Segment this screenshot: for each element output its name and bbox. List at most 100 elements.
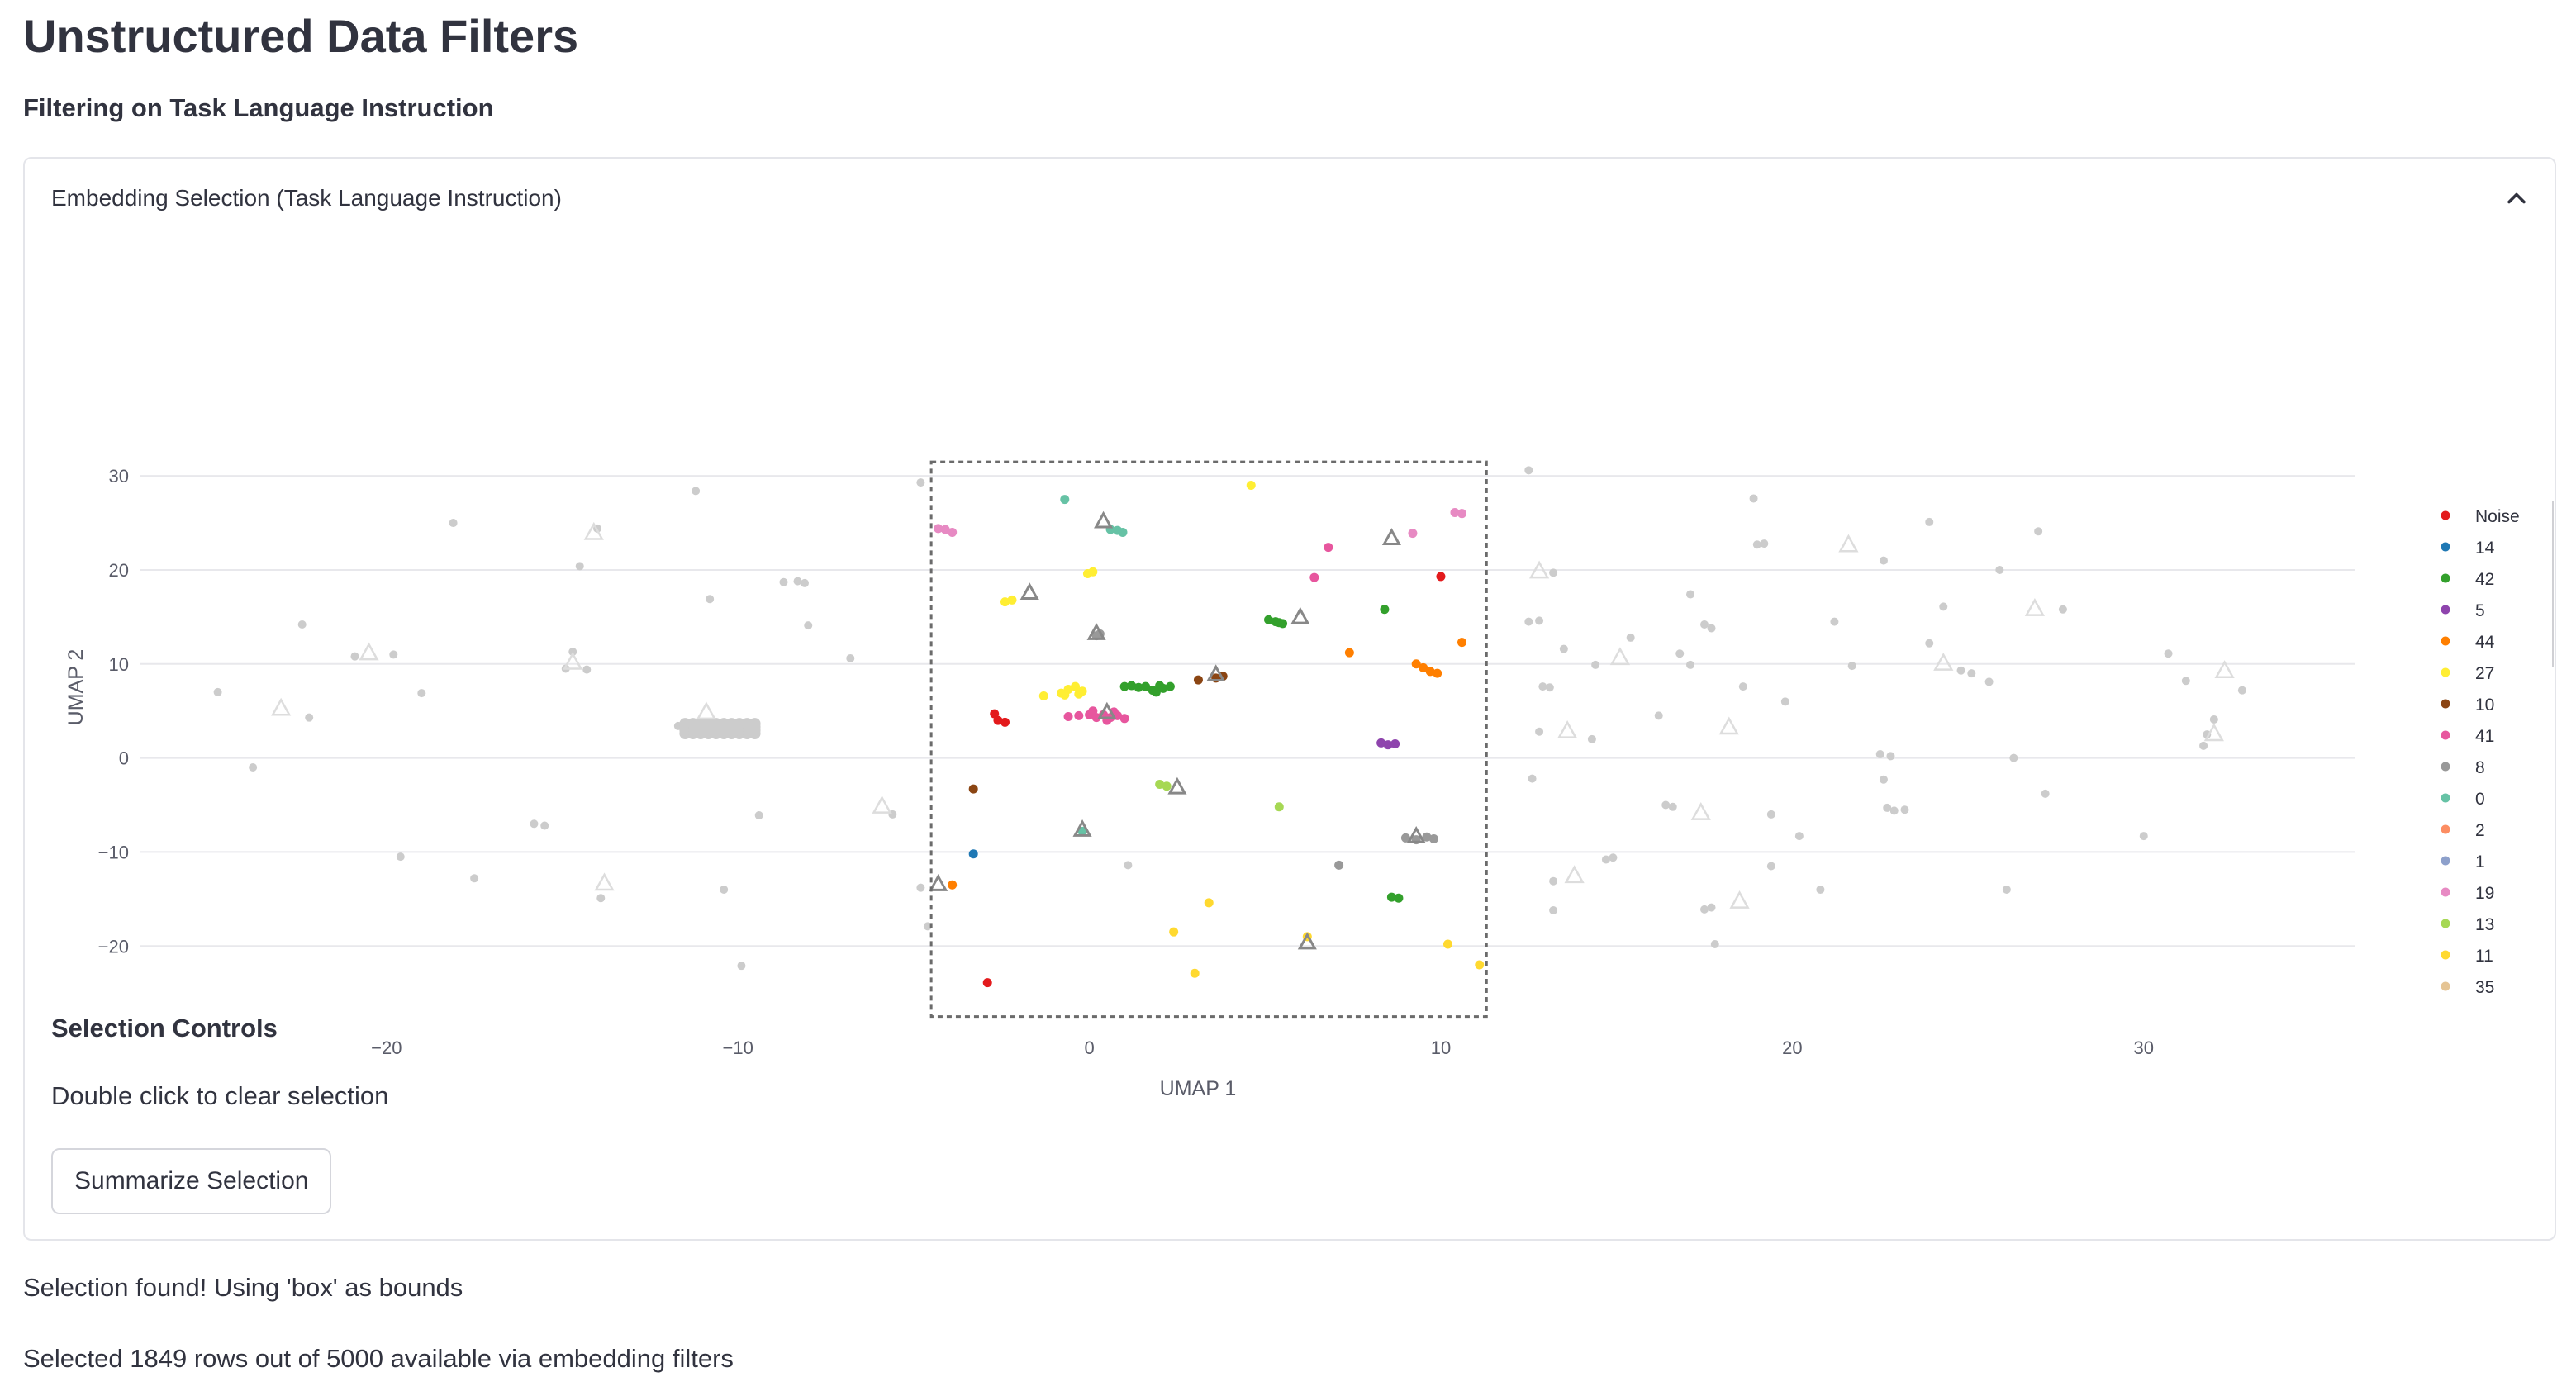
selected-point <box>940 525 950 534</box>
legend-label: 27 <box>2475 664 2494 683</box>
unselected-point <box>916 883 925 892</box>
selected-point <box>1457 638 1466 648</box>
selected-point <box>948 880 958 890</box>
legend-marker <box>2441 856 2450 866</box>
unselected-point <box>213 687 222 696</box>
selected-point <box>1127 681 1137 691</box>
unselected-point <box>575 562 584 571</box>
legend-marker <box>2441 762 2450 772</box>
unselected-point <box>1668 802 1677 811</box>
unselected-point <box>1816 885 1825 894</box>
selected-point <box>1408 529 1418 539</box>
legend-marker <box>2441 542 2450 552</box>
unselected-point <box>779 577 788 586</box>
unselected-point <box>1549 906 1558 914</box>
selected-centroid-marker <box>1406 825 1426 843</box>
legend-marker <box>2441 510 2450 520</box>
unselected-centroid-marker <box>1838 534 1859 553</box>
unselected-point <box>1609 853 1618 862</box>
x-tick-label: −20 <box>371 1038 402 1058</box>
legend-label: 5 <box>2475 601 2485 620</box>
unselected-centroid-marker <box>1609 647 1631 666</box>
unselected-point <box>1591 660 1600 669</box>
unselected-centroid-marker <box>696 701 717 720</box>
selected-centroid-marker <box>1290 606 1310 624</box>
unselected-centroid-marker <box>271 697 292 716</box>
selected-point <box>1376 738 1386 748</box>
summarize-selection-button[interactable]: Summarize Selection <box>51 1148 332 1214</box>
unselected-point <box>596 894 606 903</box>
unselected-point <box>1587 734 1596 743</box>
selected-point <box>1000 597 1010 607</box>
unselected-point <box>470 874 479 883</box>
selected-point <box>1433 668 1442 678</box>
unselected-point <box>1925 639 1934 648</box>
unselected-point <box>582 665 592 674</box>
unselected-point <box>1710 939 1719 948</box>
unselected-centroid-marker <box>583 521 604 540</box>
expander-header[interactable]: Embedding Selection (Task Language Instr… <box>25 159 2555 238</box>
chevron-up-icon[interactable] <box>2502 183 2531 213</box>
unselected-point <box>2041 789 2050 798</box>
unselected-centroid-marker <box>2214 660 2235 679</box>
selected-centroid-marker <box>1206 664 1226 682</box>
selected-point <box>1038 691 1048 700</box>
selected-point <box>1119 714 1129 724</box>
unselected-point <box>846 653 855 662</box>
selected-point <box>1074 689 1084 699</box>
unselected-point <box>1738 682 1747 691</box>
unselected-point <box>1847 662 1856 671</box>
legend-marker <box>2441 636 2450 646</box>
unselected-point <box>1879 775 1888 784</box>
legend-marker <box>2441 950 2450 960</box>
unselected-point <box>1535 616 1544 625</box>
selected-point <box>1475 960 1485 970</box>
page-title: Unstructured Data Filters <box>23 10 579 62</box>
unselected-point <box>540 821 549 830</box>
unselected-point <box>249 762 258 772</box>
selected-point <box>1400 833 1410 843</box>
selected-rows-status: Selected 1849 rows out of 5000 available… <box>23 1344 734 1373</box>
unselected-centroid-marker <box>872 795 892 814</box>
selected-point <box>1383 740 1393 750</box>
selected-point <box>1000 717 1010 727</box>
unselected-point <box>754 811 763 820</box>
selected-point <box>993 715 1003 725</box>
x-tick-label: 30 <box>2134 1038 2154 1058</box>
unselected-point <box>1875 750 1884 759</box>
unselected-point <box>1700 620 1709 629</box>
legend-marker <box>2441 793 2450 803</box>
selected-point <box>1442 939 1452 949</box>
unselected-centroid-marker <box>594 872 615 891</box>
y-tick-label: 0 <box>119 748 129 769</box>
selected-point <box>934 524 943 534</box>
unselected-point <box>692 487 701 496</box>
unselected-point <box>1956 666 1965 675</box>
unselected-point <box>1984 677 1994 686</box>
selected-point <box>1141 681 1151 691</box>
selected-point <box>1007 595 1017 605</box>
selected-point <box>1246 481 1256 491</box>
unselected-point <box>1661 800 1671 810</box>
unselected-centroid-marker <box>1564 865 1585 884</box>
selected-point <box>1422 832 1432 842</box>
unselected-point <box>706 595 715 604</box>
selected-point <box>1324 543 1333 553</box>
unselected-point <box>1939 602 1948 611</box>
unselected-point <box>1700 905 1709 914</box>
unselected-centroid-marker <box>1528 560 1550 579</box>
unselected-point <box>1686 590 1694 599</box>
selected-point <box>1436 572 1446 582</box>
unselected-centroid-marker <box>1933 653 1954 671</box>
unselected-point <box>2139 832 2148 841</box>
unselected-point <box>1967 669 1976 678</box>
selected-point <box>1193 675 1203 685</box>
unselected-point <box>350 652 359 661</box>
unselected-point <box>1545 683 1554 692</box>
unselected-point <box>1766 862 1775 871</box>
unselected-centroid-marker <box>359 642 379 661</box>
unselected-point <box>804 621 813 630</box>
selection-controls-title: Selection Controls <box>51 1014 278 1042</box>
unselected-point <box>1995 565 2004 574</box>
